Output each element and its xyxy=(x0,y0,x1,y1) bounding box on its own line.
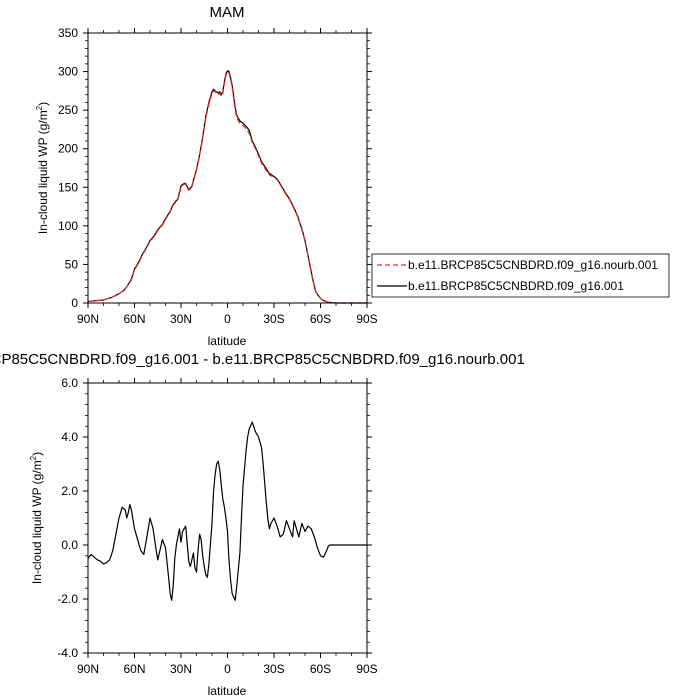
bottom-chart-title: b.e11.BRCP85C5CNBDRD.f09_g16.001 - b.e11… xyxy=(0,351,525,368)
legend-label-nourb: b.e11.BRCP85C5CNBDRD.f09_g16.nourb.001 xyxy=(408,258,658,272)
top-x-axis-title: latitude xyxy=(208,334,247,348)
top-x-tick-label: 30N xyxy=(170,312,192,326)
top-y-tick-label: 350 xyxy=(58,26,78,40)
bottom-x-tick-label: 0 xyxy=(224,662,231,676)
bottom-y-tick-label: 6.0 xyxy=(61,376,78,390)
top-y-tick-label: 0 xyxy=(71,296,78,310)
top-y-tick-label: 100 xyxy=(58,219,78,233)
bottom-x-axis-title: latitude xyxy=(208,684,247,698)
top-series-line-urb xyxy=(87,70,367,304)
top-x-tick-label: 90S xyxy=(356,312,377,326)
top-y-tick-label: 50 xyxy=(65,257,79,271)
bottom-series-line-urb xyxy=(87,421,367,601)
top-x-axis: 90N 60N 30N 0 30S 60S 90S xyxy=(77,28,378,326)
top-x-tick-label: 60N xyxy=(123,312,145,326)
bottom-x-tick-label: 30N xyxy=(170,662,192,676)
top-series-line-nourb xyxy=(87,70,367,304)
top-y-tick-label: 200 xyxy=(58,142,78,156)
bottom-y-axis-title: In-cloud liquid WP (g/m2) xyxy=(29,452,44,584)
bottom-x-tick-label: 60N xyxy=(123,662,145,676)
bottom-x-tick-label: 30S xyxy=(263,662,284,676)
top-x-tick-label: 60S xyxy=(310,312,331,326)
top-plot-frame xyxy=(87,32,368,304)
top-x-tick-label: 0 xyxy=(224,312,231,326)
bottom-y-tick-label: -2.0 xyxy=(57,592,78,606)
top-x-tick-label: 30S xyxy=(263,312,284,326)
bottom-y-axis: -4.0 -2.0 0.0 2.0 4.0 6.0 xyxy=(57,376,372,660)
top-y-tick-label: 150 xyxy=(58,180,78,194)
bottom-y-tick-label: 0.0 xyxy=(61,538,78,552)
bottom-plot-frame xyxy=(87,382,368,654)
top-x-tick-label: 90N xyxy=(77,312,99,326)
bottom-y-tick-label: -4.0 xyxy=(57,646,78,660)
bottom-x-tick-label: 60S xyxy=(310,662,331,676)
top-chart-panel: MAM 90N 60N 30N 0 30S 60S 90S 0 50 100 150 200 250 3… xyxy=(35,4,378,348)
bottom-y-tick-label: 4.0 xyxy=(61,430,78,444)
top-plot-area xyxy=(87,70,367,304)
top-y-tick-label: 300 xyxy=(58,65,78,79)
bottom-x-axis: 90N 60N 30N 0 30S 60S 90S xyxy=(77,378,378,676)
legend-label-urb: b.e11.BRCP85C5CNBDRD.f09_g16.001 xyxy=(408,279,624,293)
bottom-chart-panel: b.e11.BRCP85C5CNBDRD.f09_g16.001 - b.e11… xyxy=(0,351,525,698)
top-chart-title: MAM xyxy=(210,4,245,21)
legend: b.e11.BRCP85C5CNBDRD.f09_g16.nourb.001 b… xyxy=(371,253,670,298)
bottom-x-tick-label: 90N xyxy=(77,662,99,676)
bottom-plot-area xyxy=(87,421,367,601)
bottom-y-tick-label: 2.0 xyxy=(61,484,78,498)
top-y-tick-label: 250 xyxy=(58,103,78,117)
top-y-axis-title: In-cloud liquid WP (g/m2) xyxy=(35,102,50,234)
bottom-x-tick-label: 90S xyxy=(356,662,377,676)
legend-frame xyxy=(371,253,670,298)
top-y-axis: 0 50 100 150 200 250 300 350 xyxy=(58,26,372,310)
